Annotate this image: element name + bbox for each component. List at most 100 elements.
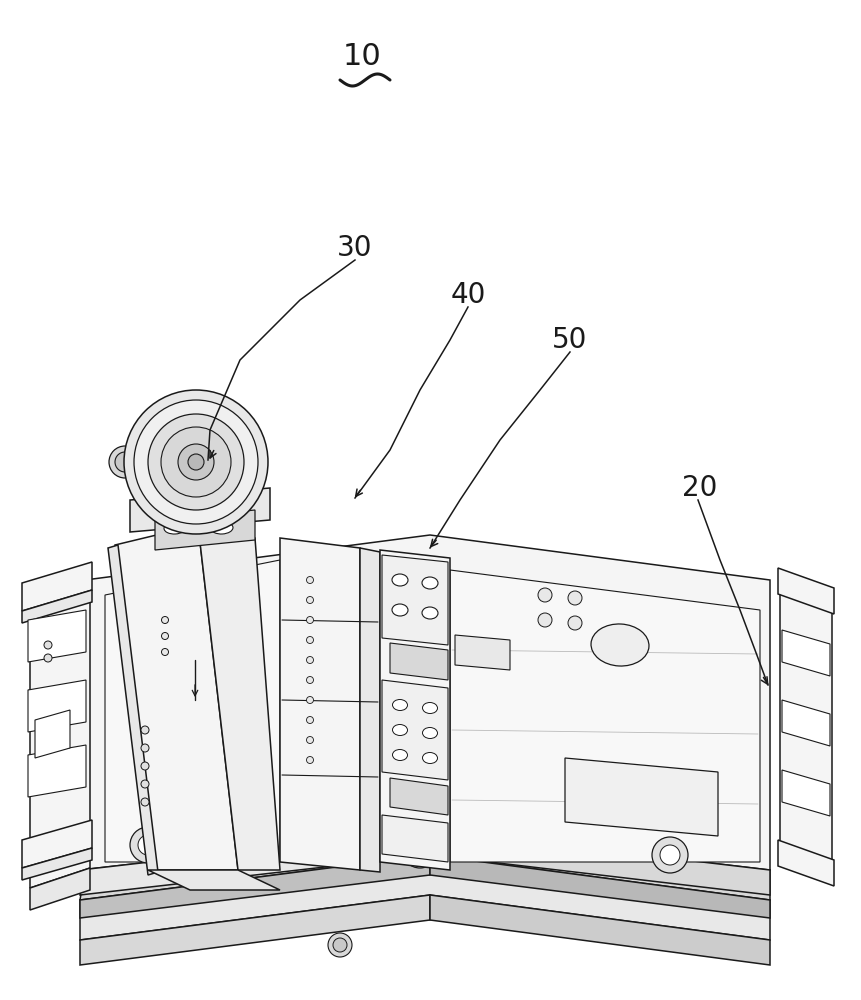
Circle shape <box>567 591 581 605</box>
Circle shape <box>660 845 679 865</box>
Circle shape <box>332 938 347 952</box>
Polygon shape <box>30 578 90 888</box>
Polygon shape <box>130 488 269 532</box>
Circle shape <box>307 637 313 644</box>
Text: 50: 50 <box>552 326 587 354</box>
Polygon shape <box>22 562 92 611</box>
Circle shape <box>161 616 168 624</box>
Polygon shape <box>80 830 430 895</box>
Circle shape <box>141 780 149 788</box>
Circle shape <box>188 454 204 470</box>
Circle shape <box>307 676 313 684</box>
Circle shape <box>44 654 52 662</box>
Ellipse shape <box>422 727 437 739</box>
Circle shape <box>141 726 149 734</box>
Ellipse shape <box>422 607 437 619</box>
Circle shape <box>537 613 551 627</box>
Polygon shape <box>455 635 510 670</box>
Circle shape <box>307 756 313 764</box>
Ellipse shape <box>422 702 437 714</box>
Circle shape <box>307 736 313 744</box>
Text: 10: 10 <box>342 42 381 71</box>
Polygon shape <box>28 610 86 662</box>
Ellipse shape <box>211 522 232 534</box>
Circle shape <box>401 832 437 868</box>
Polygon shape <box>80 828 769 900</box>
Polygon shape <box>779 588 831 880</box>
Polygon shape <box>115 525 238 870</box>
Polygon shape <box>430 895 769 965</box>
Polygon shape <box>360 548 380 872</box>
Circle shape <box>537 588 551 602</box>
Ellipse shape <box>392 699 407 711</box>
Polygon shape <box>381 680 448 780</box>
Polygon shape <box>781 700 829 746</box>
Circle shape <box>651 837 687 873</box>
Polygon shape <box>80 855 430 918</box>
Ellipse shape <box>392 724 407 736</box>
Polygon shape <box>781 770 829 816</box>
Circle shape <box>141 762 149 770</box>
Circle shape <box>44 641 52 649</box>
Circle shape <box>307 716 313 724</box>
Circle shape <box>328 933 351 957</box>
Circle shape <box>307 656 313 664</box>
Circle shape <box>567 616 581 630</box>
Text: 30: 30 <box>337 234 372 262</box>
Polygon shape <box>430 830 769 895</box>
Polygon shape <box>80 855 769 940</box>
Polygon shape <box>155 510 255 550</box>
Polygon shape <box>389 643 448 680</box>
Polygon shape <box>381 555 448 645</box>
Ellipse shape <box>422 577 437 589</box>
Circle shape <box>307 616 313 624</box>
Polygon shape <box>108 545 158 875</box>
Polygon shape <box>35 710 70 758</box>
Circle shape <box>115 452 135 472</box>
Ellipse shape <box>392 574 407 586</box>
Polygon shape <box>389 778 448 815</box>
Polygon shape <box>564 758 717 836</box>
Circle shape <box>161 427 231 497</box>
Polygon shape <box>380 550 449 870</box>
Polygon shape <box>449 570 759 862</box>
Polygon shape <box>28 680 86 732</box>
Polygon shape <box>80 895 430 965</box>
Circle shape <box>138 835 158 855</box>
Circle shape <box>410 840 430 860</box>
Circle shape <box>124 390 268 534</box>
Circle shape <box>133 400 257 524</box>
Polygon shape <box>280 538 360 870</box>
Polygon shape <box>777 840 833 886</box>
Ellipse shape <box>591 624 648 666</box>
Polygon shape <box>80 535 769 870</box>
Polygon shape <box>777 568 833 614</box>
Polygon shape <box>781 630 829 676</box>
Ellipse shape <box>392 749 407 761</box>
Polygon shape <box>381 815 448 862</box>
Circle shape <box>130 827 166 863</box>
Circle shape <box>307 596 313 603</box>
Ellipse shape <box>422 752 437 764</box>
Circle shape <box>108 446 141 478</box>
Circle shape <box>148 414 244 510</box>
Text: 40: 40 <box>449 281 485 309</box>
Polygon shape <box>22 590 92 623</box>
Polygon shape <box>28 745 86 797</box>
Polygon shape <box>22 848 92 880</box>
Circle shape <box>141 798 149 806</box>
Circle shape <box>177 444 214 480</box>
Circle shape <box>307 576 313 584</box>
Polygon shape <box>148 870 280 890</box>
Circle shape <box>307 696 313 704</box>
Polygon shape <box>198 525 280 870</box>
Circle shape <box>161 648 168 656</box>
Polygon shape <box>430 855 769 918</box>
Polygon shape <box>30 868 90 910</box>
Circle shape <box>141 744 149 752</box>
Polygon shape <box>105 560 280 862</box>
Circle shape <box>161 633 168 640</box>
Ellipse shape <box>164 522 186 534</box>
Text: 20: 20 <box>682 474 717 502</box>
Polygon shape <box>22 820 92 868</box>
